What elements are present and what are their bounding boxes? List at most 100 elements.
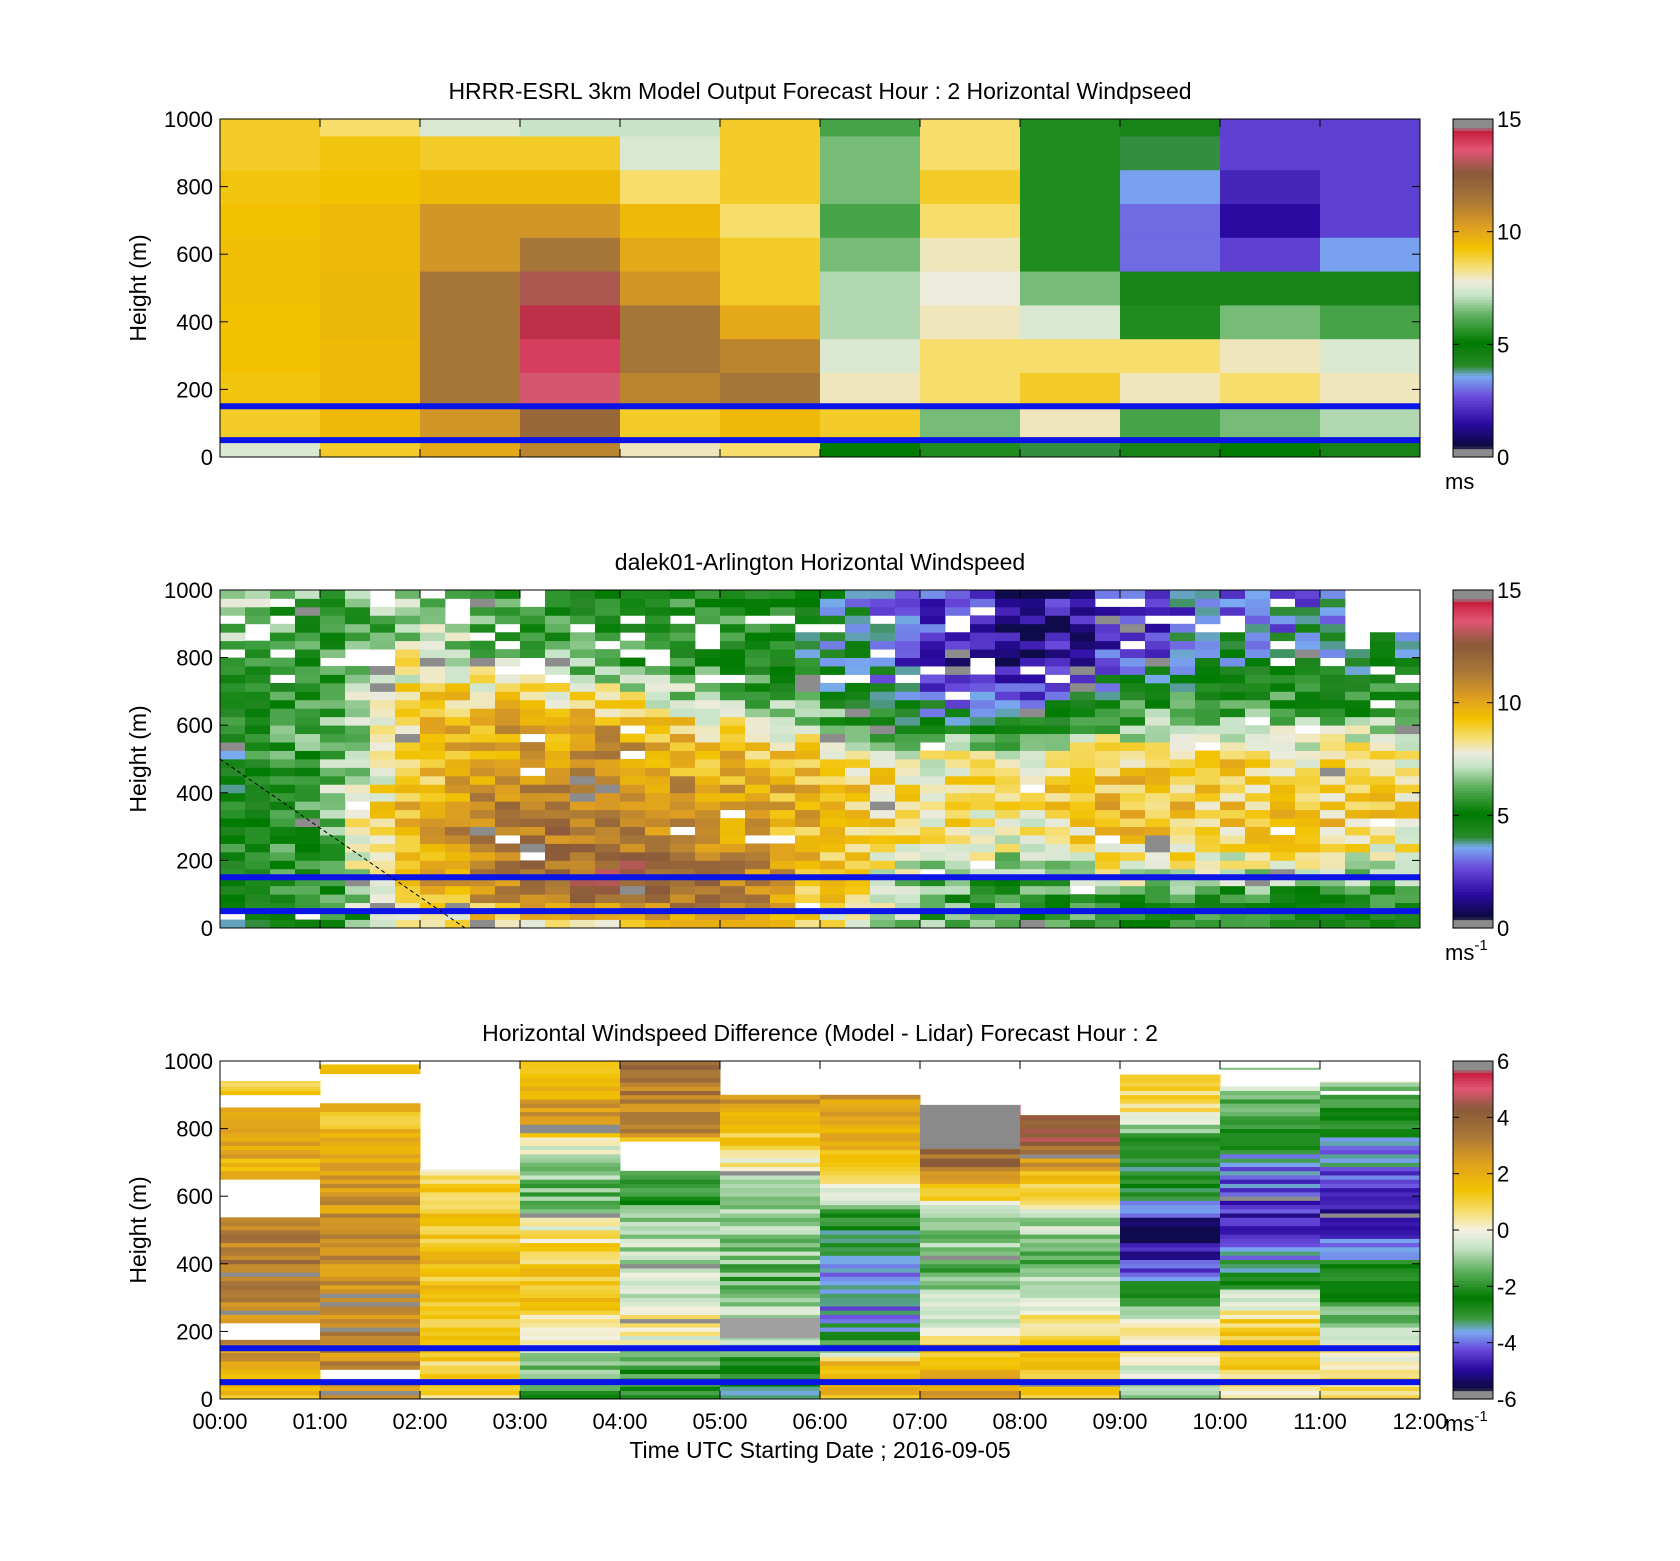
heatmap-cell <box>520 1297 621 1303</box>
heatmap-cell <box>1320 843 1346 853</box>
heatmap-cell <box>1120 851 1146 861</box>
heatmap-cell <box>420 1365 521 1370</box>
colorbar-segment <box>1453 688 1493 692</box>
colorbar-segment <box>1453 871 1493 876</box>
heatmap-cell <box>620 1065 721 1070</box>
heatmap-cell <box>370 615 396 625</box>
heatmap-cell <box>1220 919 1246 929</box>
heatmap-cell <box>1195 835 1221 844</box>
heatmap-cell <box>620 716 646 726</box>
heatmap-cell <box>795 919 821 929</box>
heatmap-cell <box>1045 657 1071 667</box>
heatmap-cell <box>1045 894 1071 904</box>
heatmap-cell <box>1220 1284 1321 1290</box>
heatmap-cell <box>1195 801 1221 811</box>
heatmap-cell <box>870 902 896 912</box>
heatmap-cell <box>345 894 371 904</box>
heatmap-cell <box>820 135 921 171</box>
heatmap-cell <box>820 1284 921 1290</box>
heatmap-cell <box>345 818 371 827</box>
heatmap-cell <box>720 792 746 802</box>
heatmap-cell <box>1320 1352 1421 1358</box>
colorbar-segment <box>1453 908 1493 912</box>
heatmap-cell <box>1195 649 1221 658</box>
heatmap-cell <box>220 674 246 684</box>
heatmap-cell <box>270 640 296 650</box>
heatmap-cell <box>545 885 571 895</box>
heatmap-cell <box>1095 682 1121 692</box>
heatmap-cell <box>420 666 446 675</box>
heatmap-cell <box>1195 615 1221 625</box>
heatmap-cell <box>1145 851 1171 861</box>
heatmap-cell <box>1120 911 1146 920</box>
heatmap-cell <box>420 894 446 904</box>
heatmap-cell <box>595 877 621 887</box>
heatmap-cell <box>745 902 771 912</box>
colorbar-segment <box>1453 228 1493 233</box>
colorbar-tick-label: 10 <box>1497 220 1521 245</box>
heatmap-cell <box>845 759 871 768</box>
colorbar-segment <box>1453 1182 1493 1186</box>
heatmap-cell <box>720 733 746 743</box>
heatmap-cell <box>1220 1183 1321 1189</box>
heatmap-cell <box>1120 1103 1221 1108</box>
heatmap-cell <box>370 919 396 929</box>
heatmap-cell <box>520 1196 621 1201</box>
heatmap-cell <box>920 1255 1021 1260</box>
heatmap-cell <box>1070 742 1096 751</box>
heatmap-cell <box>1270 691 1296 701</box>
heatmap-cell <box>820 304 921 340</box>
heatmap-cell <box>745 716 771 726</box>
heatmap-cell <box>1120 1314 1221 1320</box>
heatmap-cell <box>870 691 896 701</box>
heatmap-cell <box>920 1149 1021 1155</box>
heatmap-cell <box>595 657 621 667</box>
heatmap-cell <box>320 1179 421 1184</box>
colorbar-segment <box>1453 1325 1493 1330</box>
heatmap-cell <box>345 750 371 760</box>
heatmap-cell <box>1320 1331 1421 1337</box>
heatmap-cell <box>1320 1137 1421 1142</box>
heatmap-cell <box>1020 1246 1121 1252</box>
heatmap-cell <box>1295 674 1321 684</box>
heatmap-cell <box>795 843 821 853</box>
heatmap-cell <box>220 1234 321 1239</box>
heatmap-cell <box>1220 1208 1321 1214</box>
heatmap-cell <box>345 598 371 608</box>
heatmap-cell <box>695 894 721 904</box>
heatmap-cell <box>745 699 771 709</box>
colorbar-segment <box>1453 711 1493 715</box>
heatmap-cell <box>1095 632 1121 642</box>
heatmap-cell <box>1320 1213 1421 1218</box>
heatmap-cell <box>770 725 796 735</box>
heatmap-cell <box>970 843 996 853</box>
heatmap-cell <box>220 894 246 904</box>
heatmap-cell <box>520 1386 621 1391</box>
heatmap-cell <box>420 1297 521 1303</box>
colorbar-segment <box>1453 302 1493 306</box>
heatmap-cell <box>1120 750 1146 760</box>
heatmap-cell <box>745 801 771 811</box>
heatmap-cell <box>1370 775 1396 785</box>
colorbar-segment <box>1453 203 1493 207</box>
heatmap-cell <box>1320 1394 1421 1400</box>
heatmap-cell <box>595 691 621 701</box>
heatmap-cell <box>420 1360 521 1366</box>
heatmap-cell <box>370 885 396 895</box>
heatmap-cell <box>720 1276 821 1282</box>
heatmap-cell <box>770 657 796 667</box>
heatmap-cell <box>620 708 646 718</box>
heatmap-cell <box>1320 1191 1421 1197</box>
heatmap-cell <box>520 1153 621 1159</box>
heatmap-cell <box>420 1356 521 1362</box>
heatmap-cell <box>970 894 996 904</box>
colorbar-segment <box>1453 392 1493 396</box>
heatmap-cell <box>1095 775 1121 785</box>
heatmap-cell <box>395 818 421 827</box>
heatmap-cell <box>420 1217 521 1222</box>
colorbar-segment <box>1453 891 1493 895</box>
heatmap-cell <box>720 623 746 633</box>
colorbar-segment <box>1453 767 1493 771</box>
heatmap-cell <box>1370 860 1396 870</box>
